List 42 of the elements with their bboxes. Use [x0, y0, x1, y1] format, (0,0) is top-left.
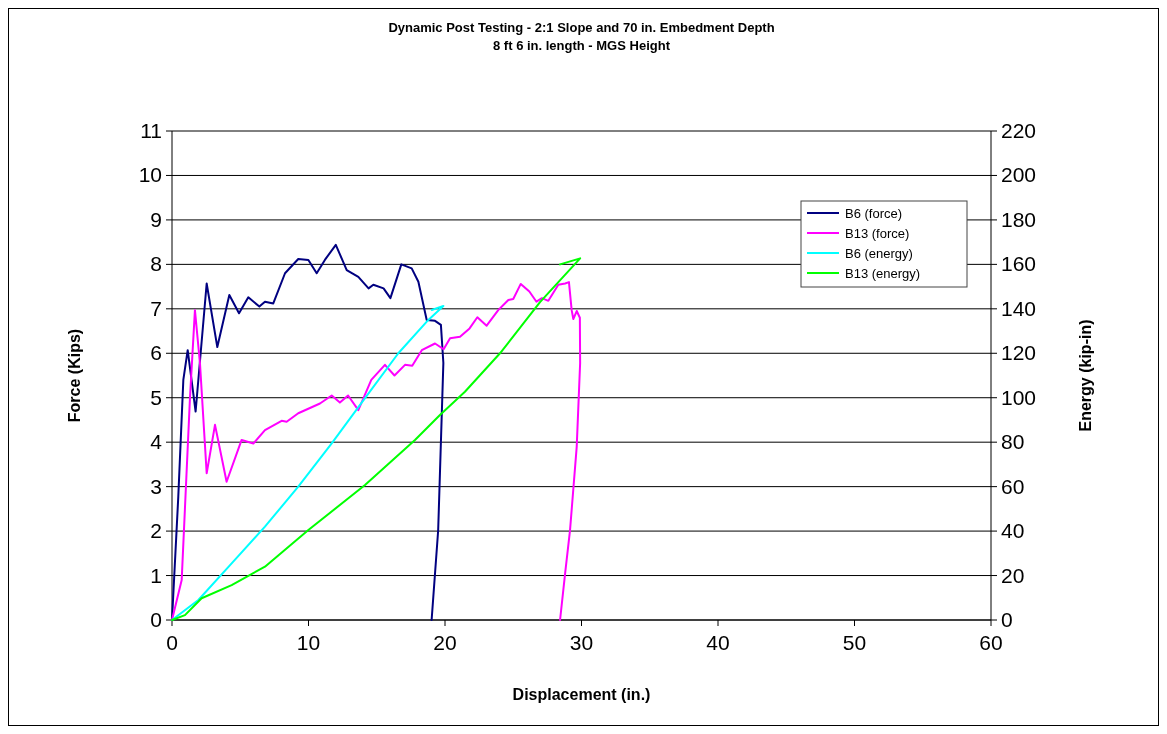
y2-tick-label: 160 — [1001, 252, 1037, 276]
x-tick-label: 20 — [433, 631, 457, 654]
y2-tick-label: 20 — [1001, 563, 1025, 587]
y2-tick-label: 120 — [1001, 341, 1037, 365]
y-tick-label: 9 — [150, 207, 162, 231]
x-tick-label: 30 — [569, 631, 594, 654]
y-axis-title: Force (Kips) — [66, 328, 83, 423]
y2-tick-label: 100 — [1001, 385, 1037, 409]
chart-subtitle: 8 ft 6 in. length - MGS Height — [493, 38, 671, 53]
chart-title: Dynamic Post Testing - 2:1 Slope and 70 in. Embedment Depth — [388, 20, 775, 35]
y-tick-label: 3 — [150, 474, 162, 498]
y-tick-label: 2 — [150, 519, 162, 543]
y-tick-label: 10 — [138, 163, 162, 187]
x-tick-label: 10 — [296, 631, 321, 654]
y-tick-label: 11 — [140, 119, 162, 142]
x-tick-label: 50 — [842, 631, 867, 654]
y2-tick-label: 220 — [1001, 119, 1037, 142]
legend-label: B6 (force) — [845, 206, 903, 221]
x-tick-label: 40 — [706, 631, 730, 654]
x-tick-label: 0 — [166, 631, 178, 654]
y-tick-label: 8 — [150, 252, 162, 276]
y-tick-label: 6 — [150, 341, 162, 365]
legend-label: B13 (force) — [845, 226, 910, 241]
y2-tick-label: 200 — [1001, 163, 1037, 187]
y-tick-label: 0 — [150, 608, 162, 631]
legend-label: B6 (energy) — [845, 246, 913, 261]
y2-tick-label: 40 — [1001, 519, 1025, 543]
y2-tick-label: 0 — [1001, 608, 1013, 631]
y-tick-label: 5 — [150, 385, 162, 409]
y-tick-label: 4 — [150, 430, 163, 454]
legend-label: B13 (energy) — [845, 266, 921, 281]
y2-tick-label: 60 — [1001, 474, 1025, 498]
x-axis-title: Displacement (in.) — [512, 686, 651, 703]
y2-tick-label: 80 — [1001, 430, 1025, 454]
y2-tick-label: 180 — [1001, 207, 1037, 231]
y-tick-label: 7 — [150, 296, 162, 320]
y2-axis-title: Energy (kip-in) — [1077, 319, 1094, 432]
line-series — [171, 304, 445, 621]
y-tick-label: 1 — [150, 563, 162, 587]
y2-tick-label: 140 — [1001, 296, 1037, 320]
line-series — [171, 243, 445, 621]
x-tick-label: 60 — [979, 631, 1003, 654]
